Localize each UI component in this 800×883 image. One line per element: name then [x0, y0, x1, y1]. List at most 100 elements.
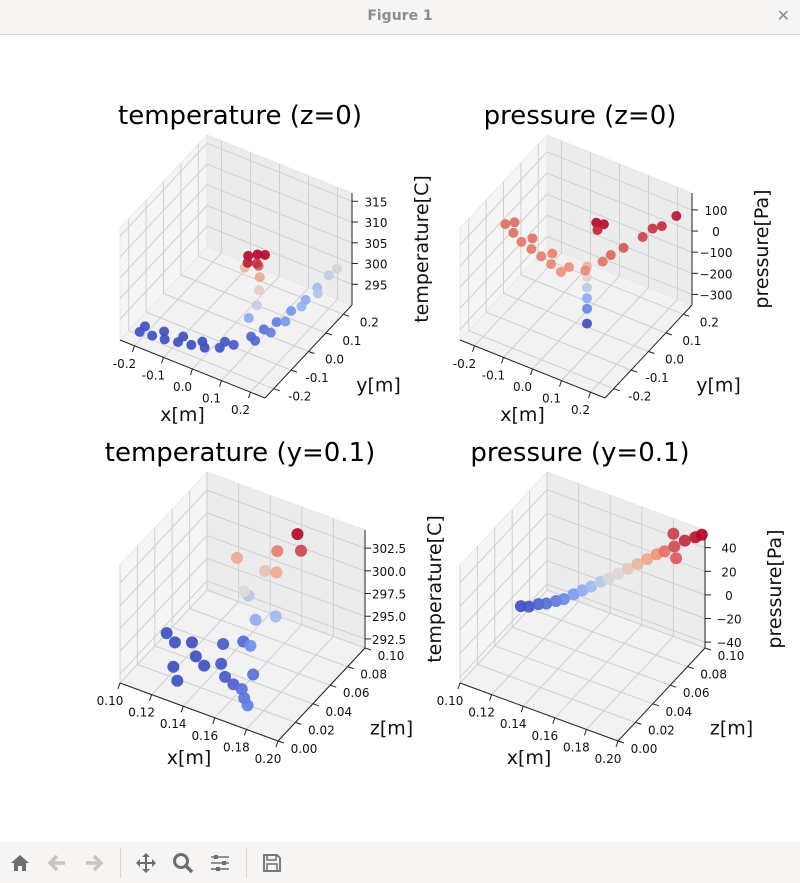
data-point — [186, 339, 197, 350]
grid-line — [546, 235, 693, 295]
grid-line — [459, 214, 548, 309]
data-point — [252, 249, 263, 260]
z-tick-label: 302.5 — [372, 542, 406, 556]
data-point — [695, 528, 708, 541]
y-tick — [347, 666, 354, 670]
grid-line — [485, 311, 632, 371]
subplot-4: 0.10 0.12 0.14 0.16 0.18 0.20 0.00 0.02 0.04 0.06… — [437, 438, 786, 769]
data-point — [270, 566, 283, 579]
x-tick — [472, 345, 475, 352]
y-tick-label: 0.08 — [700, 668, 727, 682]
grid-line — [172, 626, 331, 686]
x-tick — [190, 368, 193, 376]
grid-line — [206, 184, 353, 244]
data-point — [296, 301, 307, 312]
y-axis-label: y[m] — [696, 375, 741, 397]
y-tick-label: -0.2 — [288, 390, 311, 404]
z-tick-label: −300 — [700, 288, 733, 302]
magnifier-icon — [173, 853, 194, 874]
subplot-1: -0.2 -0.1 0.0 0.1 0.2 -0.2 -0.1 0.0 0.1 0.2 295 300… — [113, 101, 433, 426]
move-icon — [136, 853, 156, 873]
x-tick — [243, 729, 247, 736]
data-point — [286, 306, 297, 317]
x-tick — [180, 706, 184, 713]
close-icon[interactable]: ✕ — [776, 6, 790, 25]
x-tick-label: 0.10 — [437, 694, 464, 708]
z-tick-label: −20 — [716, 613, 741, 627]
y-tick — [613, 388, 620, 392]
data-point — [280, 316, 291, 327]
figure-canvas[interactable]: -0.2 -0.1 0.0 0.1 0.2 -0.2 -0.1 0.0 0.1 0.2 295 300… — [0, 0, 800, 842]
data-point — [641, 553, 654, 566]
x-tick — [501, 357, 504, 364]
data-point — [219, 670, 232, 683]
zoom-button[interactable] — [170, 850, 196, 876]
z-axis-label: pressure[Pa] — [751, 189, 773, 308]
y-tick-label: 0.04 — [665, 705, 692, 719]
data-point — [323, 270, 334, 281]
data-point — [508, 227, 519, 238]
data-point — [612, 567, 625, 580]
data-point — [557, 593, 570, 606]
data-point — [291, 528, 304, 541]
grid-line — [206, 205, 353, 264]
grid-line — [119, 512, 208, 607]
data-point — [254, 272, 265, 283]
y-tick-label: 0.04 — [325, 705, 352, 719]
window-title: Figure 1 — [367, 8, 433, 24]
grid-line — [459, 489, 548, 584]
subplot-title: temperature (y=0.1) — [105, 438, 376, 468]
back-button[interactable] — [44, 850, 70, 876]
x-tick — [275, 740, 279, 748]
y-axis-label: z[m] — [710, 718, 753, 740]
z-tick-label: 297.5 — [372, 588, 406, 602]
data-point — [254, 285, 265, 296]
grid-line — [119, 535, 208, 629]
grid-line — [119, 142, 208, 237]
grid-line — [459, 560, 548, 654]
data-point — [215, 657, 228, 670]
x-tick — [552, 717, 556, 724]
x-tick-label: 0.0 — [513, 380, 532, 394]
z-tick-label: −100 — [700, 246, 733, 260]
grid-line — [154, 645, 313, 705]
y-tick-label: 0.06 — [683, 686, 710, 700]
save-button[interactable] — [259, 850, 285, 876]
subplot-2: -0.2 -0.1 0.0 0.1 0.2 -0.2 -0.1 0.0 0.1 0.2 −300 −2… — [453, 101, 773, 426]
pan-button[interactable] — [133, 850, 159, 876]
y-tick — [652, 703, 659, 707]
data-point — [618, 242, 629, 253]
home-button[interactable] — [7, 850, 33, 876]
window-titlebar: Figure 1 ✕ — [0, 0, 800, 35]
y-tick — [312, 703, 319, 707]
data-point — [247, 668, 260, 681]
y-tick — [683, 313, 690, 317]
data-point — [668, 540, 681, 553]
y-tick-label: 0.10 — [718, 649, 745, 663]
z-tick-label: 100 — [705, 204, 728, 218]
forward-button[interactable] — [81, 850, 107, 876]
data-point — [160, 627, 173, 640]
data-point — [582, 303, 593, 314]
y-tick-label: 0.02 — [308, 723, 335, 737]
y-tick-label: 0.10 — [378, 649, 405, 663]
y-tick — [648, 351, 655, 354]
y-tick — [617, 740, 625, 744]
z-tick-label: 295 — [365, 278, 388, 292]
x-tick-label: 0.18 — [563, 740, 590, 754]
z-axis-label: pressure[Pa] — [764, 529, 786, 648]
y-tick — [687, 666, 694, 670]
y-tick — [704, 647, 712, 651]
x-tick — [457, 682, 461, 690]
x-tick-label: -0.2 — [453, 357, 476, 371]
x-axis-line — [119, 682, 279, 742]
subplot-title: temperature (z=0) — [118, 101, 362, 131]
grid-line — [145, 311, 292, 371]
grid-line — [468, 330, 614, 390]
grid-line — [214, 624, 303, 719]
y-tick-label: 0.2 — [360, 315, 379, 329]
y-tick-label: 0.02 — [648, 723, 675, 737]
data-point — [214, 342, 225, 353]
data-point — [509, 217, 520, 228]
configure-subplots-button[interactable] — [207, 850, 233, 876]
